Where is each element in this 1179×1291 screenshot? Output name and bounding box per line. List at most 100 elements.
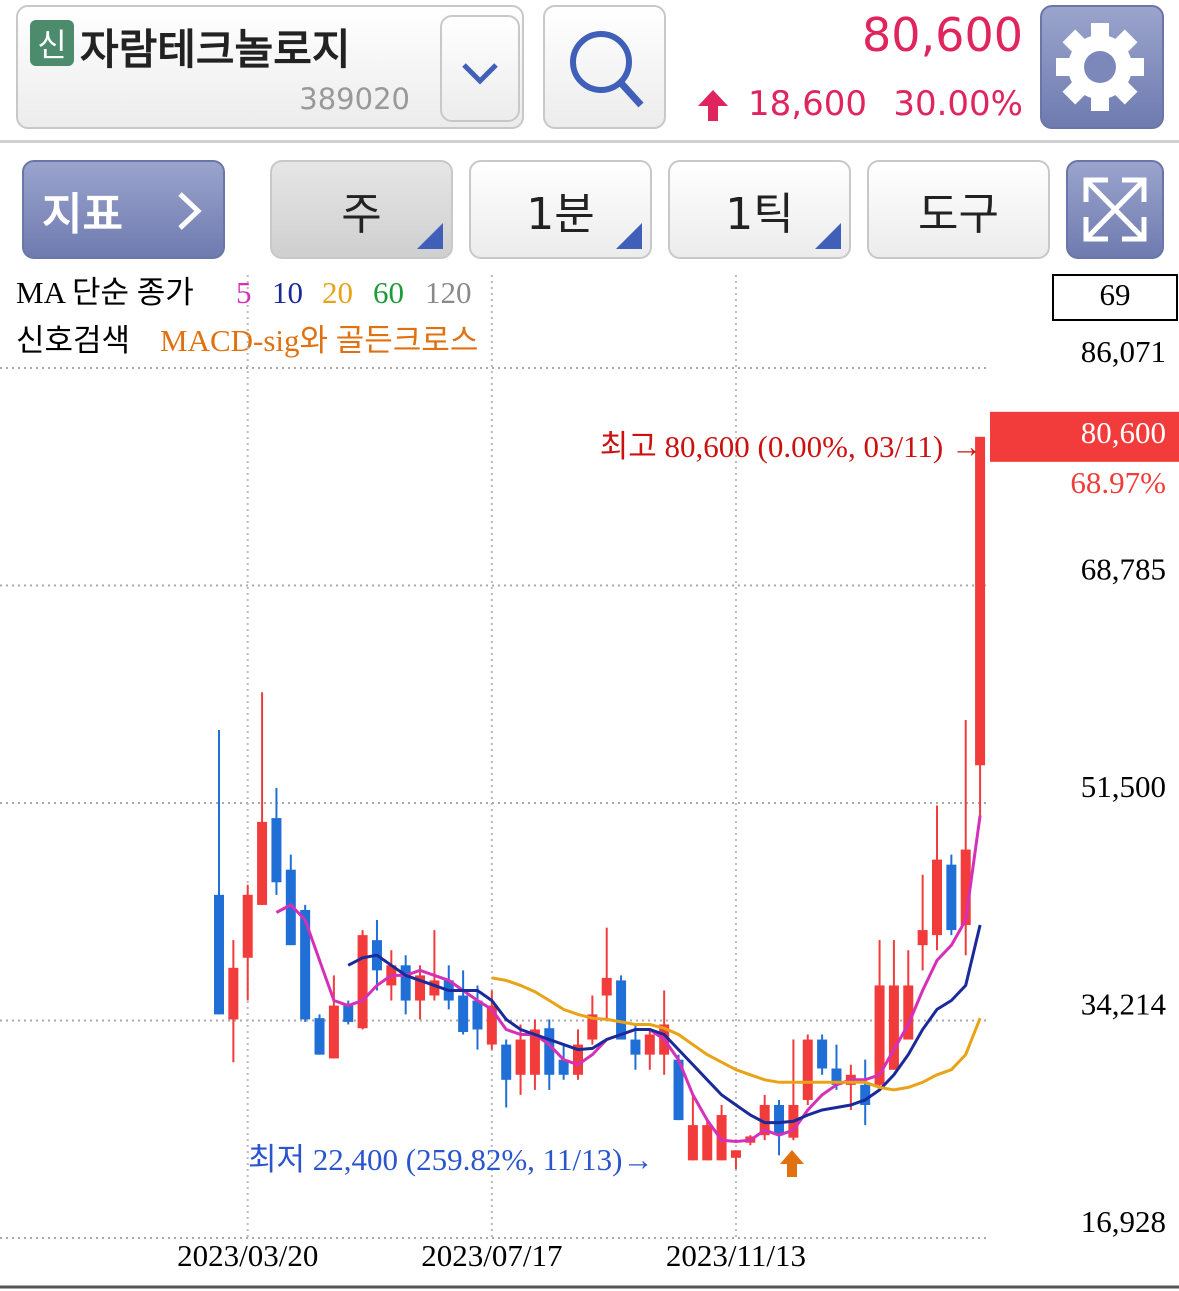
candle-body	[529, 1029, 540, 1075]
candle-body	[515, 1039, 526, 1075]
stock-name: 자람테크놀로지	[80, 25, 351, 74]
candle-body	[300, 909, 311, 1020]
candle-body	[544, 1028, 555, 1075]
candle-body	[486, 1005, 497, 1045]
candle-body	[458, 995, 469, 1032]
x-tick-label: 2023/11/13	[666, 1238, 806, 1273]
candle-body	[759, 1104, 770, 1136]
price-tag	[990, 411, 1179, 462]
candle-body	[415, 975, 426, 1001]
candle-body	[285, 869, 296, 946]
legend-entry: 60	[373, 275, 404, 310]
y-tick-label: 51,500	[1081, 769, 1166, 804]
gear-icon	[1056, 23, 1144, 111]
candle-body	[644, 1034, 655, 1055]
candle-body	[587, 1014, 598, 1040]
expand-icon	[1083, 177, 1147, 242]
legend-entry: 5	[236, 275, 252, 310]
minute-label: 1분	[526, 188, 595, 240]
ma-label: MA 단순 종가	[16, 275, 194, 310]
tick-button[interactable]: 1틱	[668, 160, 851, 259]
ma-line	[347, 924, 982, 1125]
candle-body	[328, 1005, 339, 1059]
candle-body	[860, 1084, 871, 1105]
legend-entry: 10	[272, 275, 303, 310]
stock-code: 389020	[299, 82, 410, 116]
dropdown-button[interactable]	[440, 15, 520, 122]
high-annotation: 최고 80,600 (0.00%, 03/11) →	[600, 429, 982, 464]
candle-body	[271, 818, 282, 883]
candle-body	[472, 1000, 483, 1030]
search-icon	[570, 31, 644, 108]
indicator-label: 지표	[42, 188, 123, 240]
tick-label: 1틱	[725, 188, 794, 240]
candle-body	[946, 864, 957, 931]
candle-body	[874, 985, 885, 1085]
legend-entry: 20	[322, 275, 353, 310]
candle-body	[228, 967, 239, 1020]
tools-label: 도구	[918, 188, 999, 240]
candle-body	[817, 1039, 828, 1069]
candle-body	[630, 1039, 641, 1055]
count-box	[1052, 274, 1178, 321]
candle-body	[975, 436, 986, 766]
candle-body	[400, 965, 411, 1001]
price: 80,600	[862, 8, 1023, 62]
candle-body	[687, 1125, 698, 1161]
signal-label: 신호검색	[16, 323, 130, 358]
indicator-button[interactable]: 지표	[22, 160, 225, 259]
candle-body	[573, 1044, 583, 1075]
candle-body	[558, 1059, 569, 1075]
candle-body	[730, 1150, 741, 1158]
y-tick-label: 68,785	[1081, 552, 1166, 587]
candle-body	[601, 977, 612, 996]
badge: 신	[30, 20, 74, 66]
candle-body	[903, 985, 914, 1040]
candle-body	[932, 859, 942, 936]
search-button[interactable]	[543, 5, 666, 129]
change-pct: 30.00%	[893, 84, 1023, 124]
candle-body	[831, 1068, 842, 1085]
low-annotation: 최저 22,400 (259.82%, 11/13)→	[248, 1142, 653, 1177]
candle-body	[501, 1044, 512, 1080]
expand-button[interactable]	[1066, 160, 1164, 259]
candle-body	[917, 930, 928, 946]
count-box-value: 69	[1100, 277, 1131, 312]
candle-body	[314, 1018, 325, 1055]
y-tick-label: 86,071	[1081, 334, 1166, 369]
price-tag-label: 80,600	[1081, 415, 1166, 450]
candle-body	[888, 985, 899, 1070]
stock-selector[interactable]	[16, 5, 524, 129]
corner-mark	[815, 223, 841, 249]
settings-button[interactable]	[1040, 5, 1164, 129]
legend-entry: 120	[425, 275, 472, 310]
candle-body	[673, 1059, 684, 1121]
candle-body	[802, 1039, 813, 1100]
candle-body	[214, 894, 224, 1015]
chevron-icon	[462, 63, 498, 85]
chevron-right-icon	[178, 192, 202, 230]
period-label: 주	[341, 188, 382, 240]
signal-name: MACD-sig와 골든크로스	[160, 323, 478, 358]
candle-body	[257, 821, 268, 905]
corner-mark	[616, 223, 642, 249]
candle-body	[702, 1125, 713, 1161]
change: 18,600	[748, 84, 867, 124]
y-tick-label: 34,214	[1081, 986, 1167, 1021]
y-tick-label: 16,928	[1081, 1204, 1166, 1239]
period-button[interactable]: 주	[270, 160, 453, 259]
corner-mark	[417, 223, 443, 249]
ma-line	[491, 976, 982, 1092]
up-arrow-icon	[698, 90, 728, 121]
price-change-label: 68.97%	[1070, 465, 1166, 500]
tools-button[interactable]: 도구	[867, 160, 1050, 259]
minute-button[interactable]: 1분	[469, 160, 652, 259]
candle-body	[242, 894, 253, 958]
candle-body	[429, 980, 440, 996]
separator	[0, 140, 1179, 143]
x-tick-label: 2023/07/17	[421, 1238, 562, 1273]
signal-arrow	[780, 1150, 804, 1177]
candle-body	[357, 935, 368, 1029]
